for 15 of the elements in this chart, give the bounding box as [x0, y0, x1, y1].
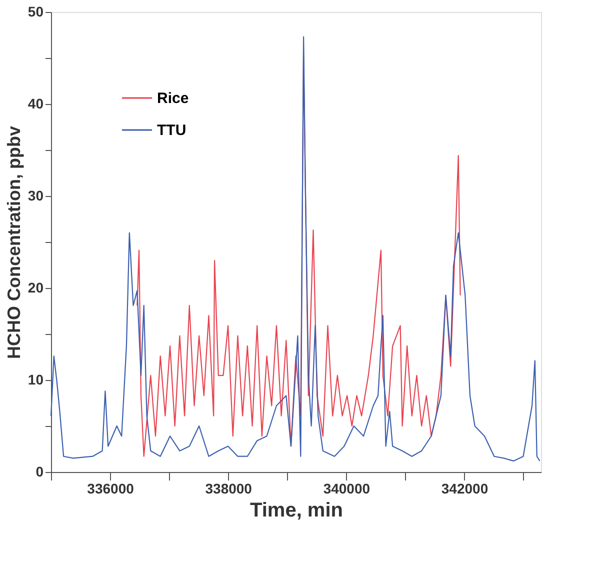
y-tick-label: 50	[28, 4, 44, 20]
y-tick-label: 30	[28, 188, 44, 204]
legend-label: Rice	[157, 90, 189, 107]
y-tick-label: 20	[28, 280, 44, 296]
x-axis-title: Time, min	[250, 500, 343, 522]
y-tick-label: 10	[28, 372, 44, 388]
x-tick-label: 342000	[441, 480, 488, 496]
x-tick-label: 336000	[87, 480, 134, 496]
x-tick-label: 340000	[323, 480, 370, 496]
y-tick-label: 0	[36, 464, 44, 480]
x-tick-label: 338000	[205, 480, 252, 496]
legend-label: TTU	[157, 122, 186, 139]
y-axis-title: HCHO Concentration, ppbv	[4, 126, 24, 359]
y-tick-label: 40	[28, 96, 44, 112]
line-series	[50, 36, 540, 462]
